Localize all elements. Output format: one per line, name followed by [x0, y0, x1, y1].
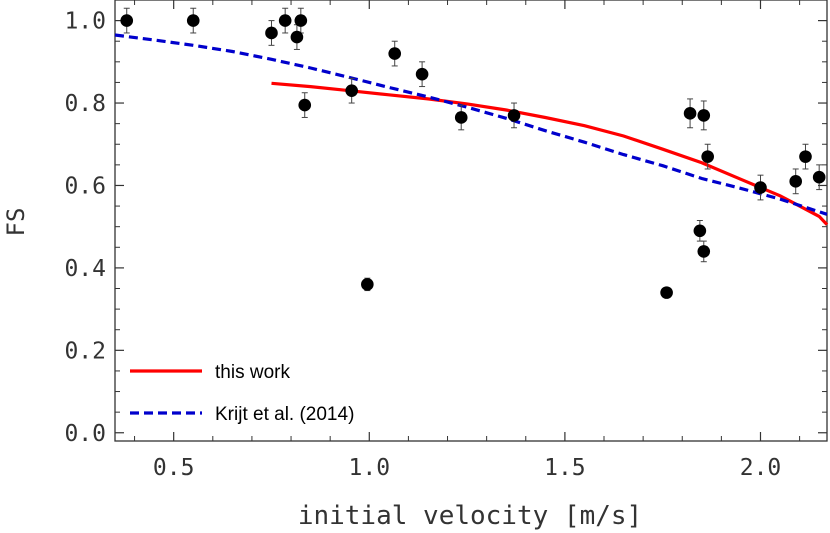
y-tick-label: 0.6 [64, 173, 106, 199]
data-point [697, 245, 711, 258]
data-point [388, 47, 402, 60]
data-point [120, 14, 134, 27]
y-tick-label: 0.4 [64, 256, 106, 282]
data-point [812, 170, 826, 184]
data-point [345, 84, 358, 97]
data-point [693, 224, 707, 238]
series-line-1 [114, 33, 828, 216]
data-point [415, 67, 429, 81]
data-point [507, 109, 521, 122]
data-point [278, 14, 292, 27]
y-tick-label: 0.8 [64, 91, 106, 117]
plot-frame [114, 0, 828, 442]
x-axis-label: initial velocity [m/s] [298, 501, 642, 531]
data-points [120, 14, 826, 299]
y-tick-label: 0.0 [64, 421, 106, 447]
axis-ticks [115, 0, 827, 441]
data-point [697, 109, 711, 122]
y-tick-label: 0.2 [64, 338, 106, 364]
data-point [789, 175, 803, 188]
data-point [799, 150, 812, 163]
data-point [754, 181, 767, 194]
data-point [186, 14, 200, 27]
y-tick-label: 1.0 [64, 9, 106, 35]
legend-label-krijt: Krijt et al. (2014) [215, 404, 354, 425]
legend: this work Krijt et al. (2014) [130, 362, 354, 425]
series-line-0 [271, 81, 829, 226]
data-point [454, 111, 468, 124]
data-point [683, 107, 697, 120]
data-point [298, 98, 312, 112]
data-point [294, 14, 308, 27]
x-tick-label: 1.0 [349, 455, 391, 481]
x-tick-label: 1.5 [544, 455, 586, 481]
x-tick-label: 0.5 [153, 455, 195, 481]
series-lines [114, 33, 829, 226]
x-tick-labels: 0.5 1.0 1.5 2.0 [153, 455, 781, 481]
data-point [701, 150, 714, 163]
y-tick-labels: 0.0 0.2 0.4 0.6 0.8 1.0 [64, 9, 106, 447]
data-point [265, 26, 278, 40]
data-point [660, 286, 673, 299]
legend-label-this-work: this work [215, 362, 290, 383]
data-point [361, 278, 374, 291]
data-point [290, 30, 304, 44]
y-axis-label: FS [2, 208, 30, 237]
x-tick-label: 2.0 [740, 455, 782, 481]
